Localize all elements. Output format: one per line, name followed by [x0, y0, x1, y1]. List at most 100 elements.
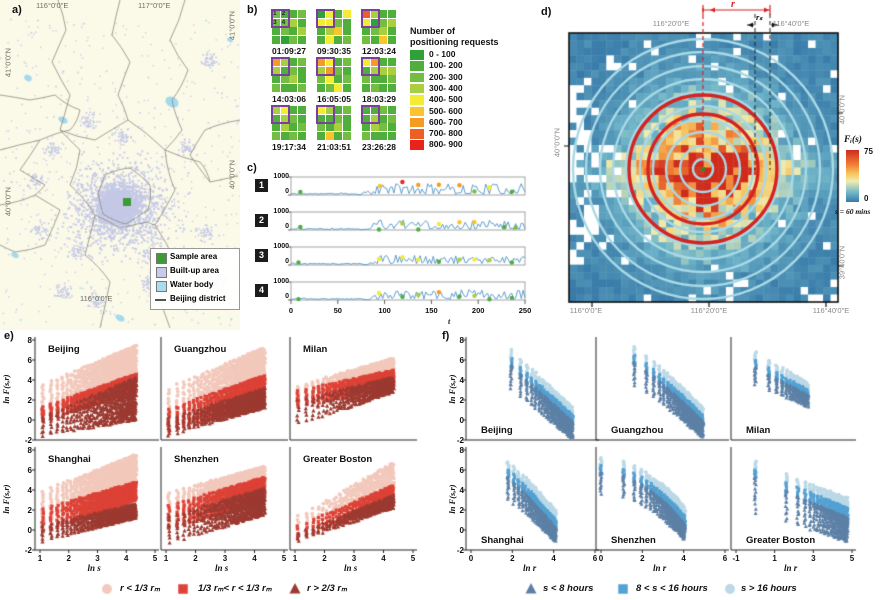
- panel-a-beijing-map: a) 116°0'0"E 117°0'0"E 116°0'0"E 41°0'0"N 40…: [0, 0, 240, 330]
- grid-cell: [289, 83, 298, 92]
- grid-cell: [342, 114, 351, 123]
- grid-cell: [280, 27, 289, 36]
- e-xtick: 2: [322, 554, 327, 563]
- grid-cell: [370, 66, 379, 75]
- f-xtick: 0: [468, 554, 474, 563]
- panel-d-fluctuation-map: d) 116°20'0"E 116°40'0"E 116°0'0"E 116°20'0…: [535, 0, 889, 330]
- grid-cell: [280, 75, 289, 84]
- grid-cell: [325, 58, 334, 67]
- grid-cell: [370, 131, 379, 140]
- grid-cell: [297, 58, 306, 67]
- d-tick-top-1: 116°40'0"E: [772, 19, 810, 28]
- grid-cell: [362, 58, 371, 67]
- grid-cell: [325, 66, 334, 75]
- request-grid: [270, 104, 306, 140]
- scatter-city-label: Milan: [303, 344, 328, 355]
- e-xtick: 5: [410, 554, 416, 563]
- grid-cell-tag: 3: [273, 18, 277, 26]
- grid-cell: [272, 114, 281, 123]
- grid-cell: [342, 18, 351, 27]
- scatter-city-label: Milan: [746, 425, 771, 436]
- grid-cell: [289, 27, 298, 36]
- bin-swatch: [410, 61, 424, 71]
- grid-cell: [379, 10, 388, 19]
- grid-cell: [334, 131, 343, 140]
- series-badge: 2: [255, 214, 268, 227]
- grid-cell: [297, 83, 306, 92]
- grid-cell: [334, 114, 343, 123]
- grid-cell: [325, 131, 334, 140]
- grid-cell: [334, 10, 343, 19]
- grid-cell: [280, 106, 289, 115]
- bin-label: 500- 600: [429, 105, 463, 116]
- panel-b-request-grids: b) 1 2 3 4 01:09:27 09:30:35 12:03:24 14:03:06 1…: [245, 0, 535, 162]
- map-tick-top-1: 117°0'0"E: [138, 1, 171, 10]
- map-tick-left-1: 40°0'0"N: [3, 186, 13, 217]
- grid-cell: [370, 58, 379, 67]
- grid-cell: [342, 106, 351, 115]
- grid-cell: [297, 131, 306, 140]
- f-ytick: 0: [459, 526, 464, 535]
- bin-label: 300- 400: [429, 82, 463, 93]
- f-xtick: 0: [598, 554, 604, 563]
- grid-cell: [325, 10, 334, 19]
- map-legend-item: Water body: [155, 280, 237, 293]
- grid-cell: [387, 10, 396, 19]
- map-tick-top-0: 116°0'0"E: [36, 1, 69, 10]
- map-tick-right-0: 41°0'0"N: [227, 10, 237, 41]
- grid-cell: [362, 66, 371, 75]
- e-ytick: 2: [27, 396, 32, 405]
- grid-cell: [334, 123, 343, 132]
- grid-cell: [297, 35, 306, 44]
- f-legend-label: s < 8 hours: [543, 583, 594, 594]
- bin-swatch: [410, 83, 424, 94]
- colorbar-min: 0: [864, 194, 869, 203]
- grid-cell: [325, 83, 334, 92]
- grid-cell: [272, 35, 281, 44]
- f-xtick: 5: [849, 554, 855, 563]
- panel-d-label: d): [541, 6, 552, 18]
- grid-cell: [334, 66, 343, 75]
- grid-cell: [325, 27, 334, 36]
- e-ytick: 6: [27, 466, 32, 475]
- grid-cell: [317, 114, 326, 123]
- f-ytick: 8: [459, 446, 464, 455]
- f-ytick: 6: [459, 356, 464, 365]
- grid-cell-tag: 2: [281, 10, 286, 17]
- f-ytick: 6: [459, 466, 464, 475]
- f-ytick: -2: [456, 546, 464, 555]
- grid-cell: [289, 123, 298, 132]
- grid-cell: [387, 131, 396, 140]
- scatter-e-canvas: [0, 330, 440, 568]
- grid-cell: [387, 66, 396, 75]
- sample-block-highlight: [315, 56, 335, 76]
- grid-cell: [280, 123, 289, 132]
- grid-cell: [362, 27, 371, 36]
- d-tick-bottom-1: 116°20'0"E: [690, 306, 728, 315]
- grid-cell: [370, 106, 379, 115]
- grid-legend-title: Number of positioning requests: [410, 26, 499, 47]
- legend-item-label: Beijing district: [170, 294, 226, 303]
- sample-block-highlight: [270, 104, 290, 124]
- bin-label: 700- 800: [429, 128, 463, 139]
- grid-cell: [342, 123, 351, 132]
- grid-cell: [370, 35, 379, 44]
- grid-cell: [289, 35, 298, 44]
- grid-cell: [370, 10, 379, 19]
- series-ymax-label: 1000: [273, 208, 289, 215]
- f-ytick: 2: [459, 396, 464, 405]
- colorbar-title: Fᵢ(s): [844, 135, 862, 145]
- e-xtick: 4: [124, 554, 129, 563]
- map-tick-right-1: 40°0'0"N: [227, 159, 237, 190]
- panel-f-label: f): [442, 330, 450, 342]
- grid-cell: [370, 123, 379, 132]
- grid-cell: [379, 18, 388, 27]
- e-ytick: 0: [27, 526, 32, 535]
- timeseries-xtick: 200: [471, 306, 485, 315]
- grid-cell: [280, 114, 289, 123]
- grid-cell: [272, 58, 281, 67]
- grid-cell: [317, 35, 326, 44]
- grid-cell: [280, 83, 289, 92]
- legend-swatch: [156, 281, 167, 292]
